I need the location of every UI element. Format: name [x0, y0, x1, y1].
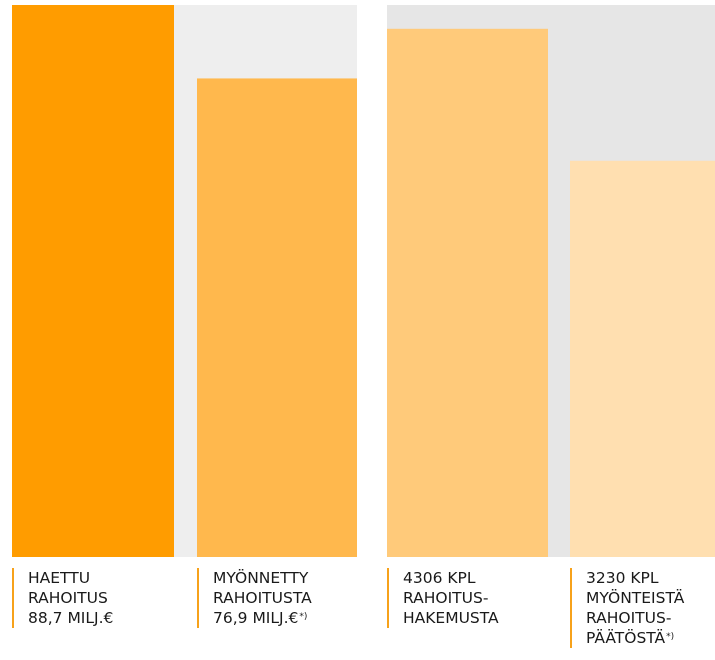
- bar-label-line: HAKEMUSTA: [403, 609, 499, 627]
- bar-label-line: 88,7 MILJ.€: [28, 609, 114, 627]
- bar-label-line: MYÖNTEISTÄ: [586, 589, 685, 607]
- bar-label-1-2: MYÖNNETTY RAHOITUSTA 76,9 MILJ.€*): [197, 568, 312, 628]
- bar-label-line: RAHOITUS-: [403, 589, 489, 607]
- bar-label-line: RAHOITUS-: [586, 609, 672, 627]
- bar-2-1: [387, 28, 548, 557]
- bar-label-line: RAHOITUS: [28, 589, 108, 607]
- bar-label-line: PÄÄTÖSTÄ*): [586, 629, 675, 647]
- bar-label-2-2: 3230 KPL MYÖNTEISTÄ RAHOITUS- PÄÄTÖSTÄ*): [570, 568, 684, 648]
- bar-label-line: MYÖNNETTY: [213, 569, 309, 587]
- bar-label-line: 4306 KPL: [403, 569, 476, 587]
- footnote-marker: *): [666, 632, 675, 642]
- bar-label-line: 76,9 MILJ.€*): [213, 609, 308, 627]
- bar-label-line: RAHOITUSTA: [213, 589, 312, 607]
- bar-label-line: HAETTU: [28, 569, 91, 587]
- bar-1-1: [12, 5, 174, 557]
- bar-label-line: 3230 KPL: [586, 569, 659, 587]
- bar-1-2: [197, 78, 357, 557]
- bar-label-2-1: 4306 KPL RAHOITUS- HAKEMUSTA: [387, 568, 499, 628]
- bar-label-1-1: HAETTU RAHOITUS 88,7 MILJ.€: [12, 568, 113, 628]
- footnote-marker: *): [299, 612, 308, 622]
- bar-2-2: [570, 160, 715, 557]
